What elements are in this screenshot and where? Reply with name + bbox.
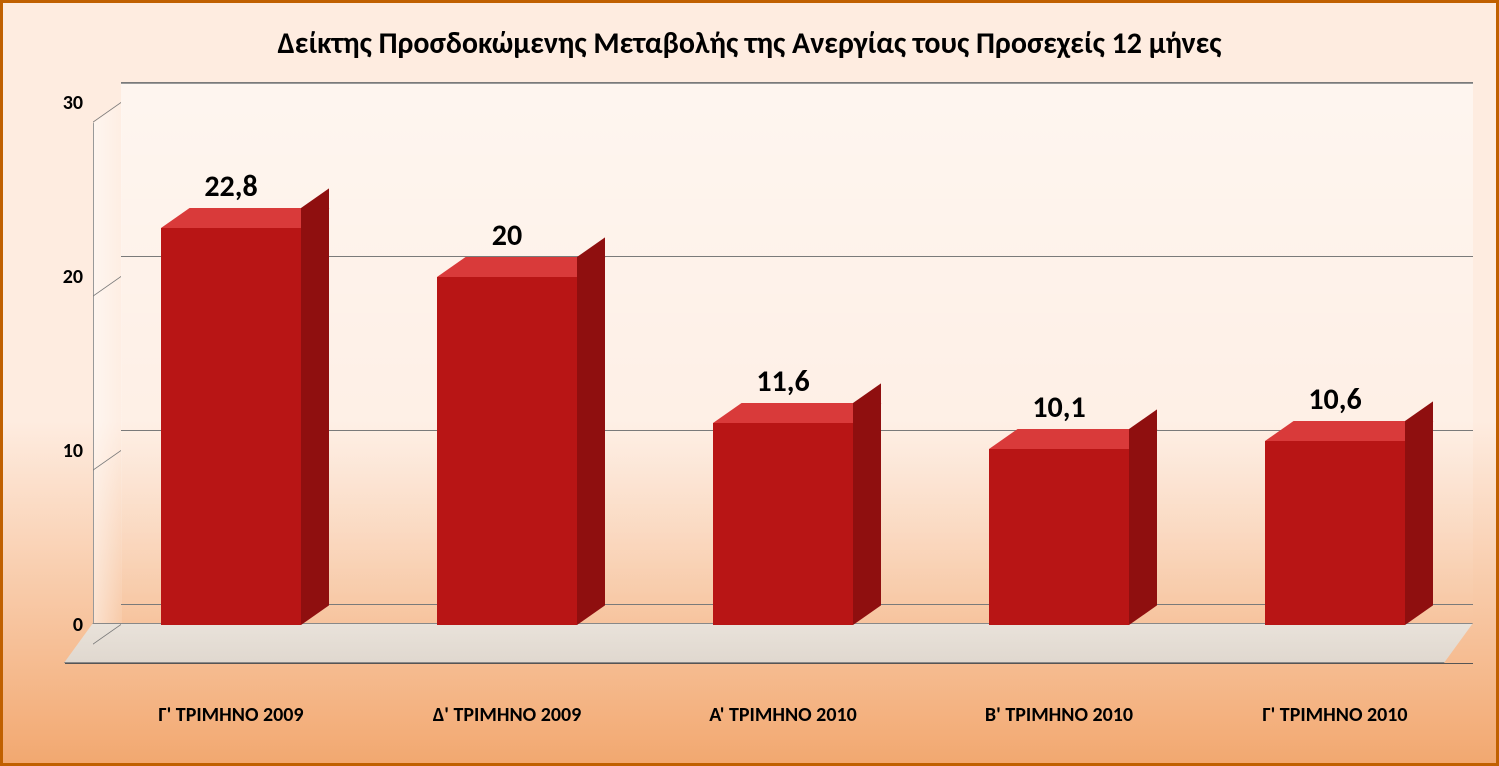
bar-front — [437, 277, 577, 625]
y-tick: 0 — [43, 613, 83, 637]
bar: 10,6 — [1265, 441, 1405, 625]
bar-value-label: 22,8 — [204, 168, 257, 205]
bar-slot: 11,6 — [645, 423, 921, 625]
bar-side — [577, 237, 605, 625]
bar-slot: 22,8 — [93, 228, 369, 625]
bar-side — [1129, 410, 1157, 625]
chart-frame: Δείκτης Προσδοκώμενης Μεταβολής της Ανερ… — [0, 0, 1499, 766]
bar-value-label: 10,6 — [1308, 381, 1361, 418]
bar-slot: 20 — [369, 277, 645, 625]
y-tick: 30 — [43, 91, 83, 115]
bar-value-label: 10,1 — [1032, 389, 1085, 426]
plot-area: 0102030 22,82011,610,110,6 — [93, 103, 1473, 663]
bar: 11,6 — [713, 423, 853, 625]
floor-front-edge — [65, 663, 1473, 664]
bar-value-label: 20 — [492, 217, 522, 254]
bar-front — [1265, 441, 1405, 625]
bar-front — [161, 228, 301, 625]
floor — [64, 623, 1473, 663]
chart-title: Δείκτης Προσδοκώμενης Μεταβολής της Ανερ… — [3, 25, 1496, 62]
bar: 20 — [437, 277, 577, 625]
bar: 22,8 — [161, 228, 301, 625]
bar-slot: 10,1 — [921, 449, 1197, 625]
x-axis-label: Β' ΤΡΙΜΗΝΟ 2010 — [921, 703, 1197, 727]
bar-slot: 10,6 — [1197, 441, 1473, 625]
x-axis-label: Α' ΤΡΙΜΗΝΟ 2010 — [645, 703, 921, 727]
grid-line — [121, 82, 1473, 83]
y-tick: 20 — [43, 265, 83, 289]
x-axis-label: Γ' ΤΡΙΜΗΝΟ 2010 — [1197, 703, 1473, 727]
x-axis-labels: Γ' ΤΡΙΜΗΝΟ 2009Δ' ΤΡΙΜΗΝΟ 2009Α' ΤΡΙΜΗΝΟ… — [93, 703, 1473, 727]
x-axis-label: Γ' ΤΡΙΜΗΝΟ 2009 — [93, 703, 369, 727]
bars-container: 22,8 20 11,6 10,1 10,6 — [93, 103, 1473, 625]
y-tick: 10 — [43, 439, 83, 463]
bar-front — [989, 449, 1129, 625]
bar-side — [301, 189, 329, 625]
bar-front — [713, 423, 853, 625]
bar-side — [1405, 401, 1433, 625]
bar: 10,1 — [989, 449, 1129, 625]
bar-side — [853, 384, 881, 625]
x-axis-label: Δ' ΤΡΙΜΗΝΟ 2009 — [369, 703, 645, 727]
bar-value-label: 11,6 — [756, 363, 809, 400]
